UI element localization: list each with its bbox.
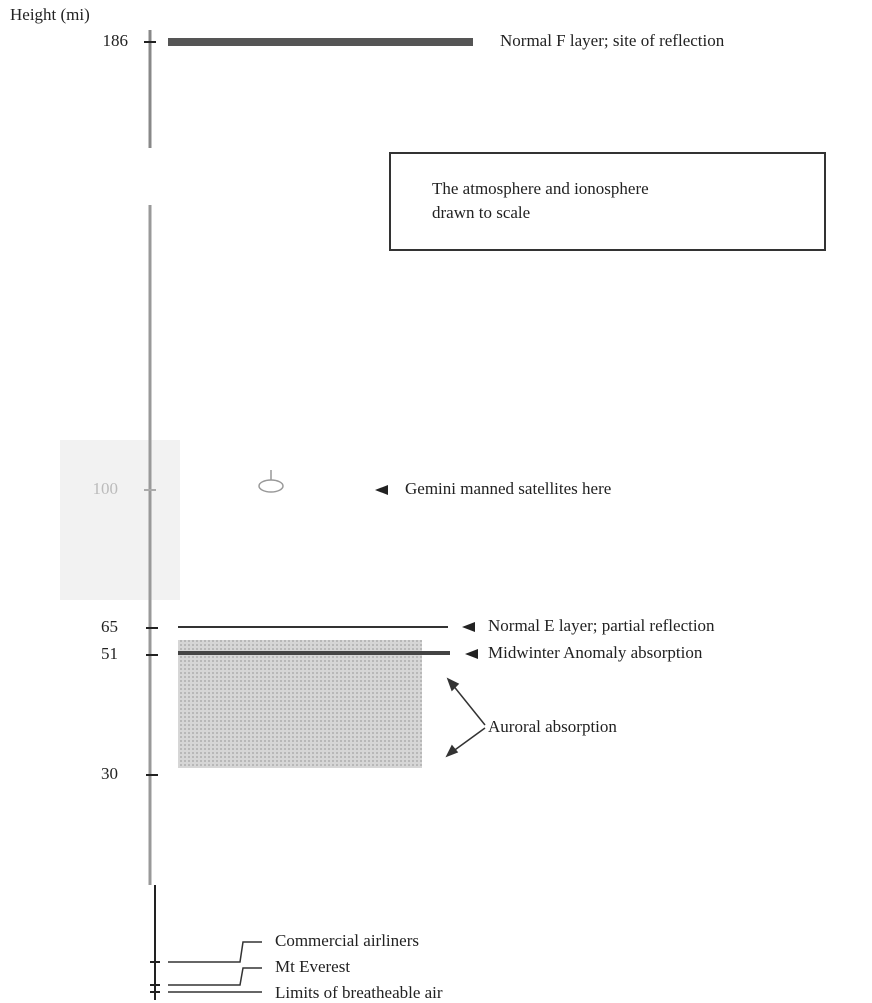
tick-label: 100 <box>93 479 119 498</box>
arrow <box>465 649 478 659</box>
auroral-region <box>178 640 422 768</box>
faded-region <box>60 440 180 600</box>
midwinter-label: Midwinter Anomaly absorption <box>488 643 703 662</box>
e-layer-label: Normal E layer; partial reflection <box>488 616 715 635</box>
tick-label: 30 <box>101 764 118 783</box>
airliners-label: Commercial airliners <box>275 931 419 950</box>
breathable-label: Limits of breatheable air <box>275 983 443 1002</box>
f-layer-label: Normal F layer; site of reflection <box>500 31 725 50</box>
box-text: The atmosphere and ionosphere <box>432 179 649 198</box>
everest-label: Mt Everest <box>275 957 350 976</box>
tick-label: 51 <box>101 644 118 663</box>
gemini-label: Gemini manned satellites here <box>405 479 611 498</box>
auroral-arrows <box>447 679 485 756</box>
low-altitude-lines <box>168 942 262 992</box>
axis-title: Height (mi) <box>10 5 90 24</box>
tick-label: 186 <box>103 31 129 50</box>
title-box <box>390 153 825 250</box>
arrow <box>462 622 475 632</box>
box-text: drawn to scale <box>432 203 530 222</box>
f-layer <box>168 38 473 46</box>
tick-label: 65 <box>101 617 118 636</box>
diagram: Height (mi) 186 100 65 51 30 Normal F la… <box>0 0 872 1003</box>
arrow <box>375 485 388 495</box>
auroral-label: Auroral absorption <box>488 717 617 736</box>
satellite-icon <box>259 470 283 492</box>
